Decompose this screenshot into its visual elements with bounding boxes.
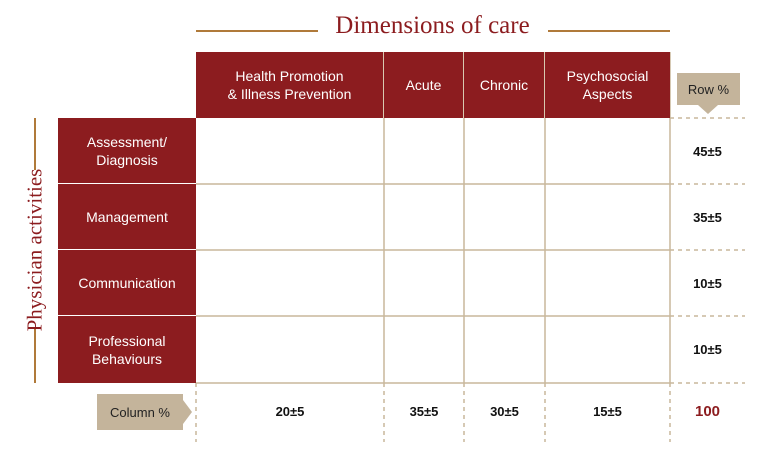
dashed-borders (195, 117, 745, 442)
column-header: Psychosocial Aspects (545, 52, 670, 118)
title-rules (34, 30, 670, 383)
row-header: Assessment/ Diagnosis (58, 118, 196, 184)
row-header: Management (58, 184, 196, 250)
column-header: Acute (384, 52, 464, 118)
column-header: Health Promotion & Illness Prevention (196, 52, 384, 118)
row-percent-header: Row % (677, 73, 740, 105)
column-percent: 20±5 (275, 404, 305, 419)
row-percent: 10±5 (693, 342, 722, 357)
side-label: Physician activities (22, 168, 47, 332)
tag-pointer (698, 105, 718, 114)
row-percent: 45±5 (693, 143, 722, 159)
row-percent: 35±5 (693, 209, 722, 225)
column-percent: 35±5 (409, 404, 439, 419)
cell-borders (196, 52, 671, 384)
row-header: Professional Behaviours (58, 316, 196, 383)
column-percent-header: Column % (97, 394, 183, 430)
column-header: Chronic (464, 52, 545, 118)
title: Dimensions of care (335, 12, 530, 39)
row-header: Communication (58, 250, 196, 316)
row-percent: 10±5 (693, 275, 722, 291)
total: 100 (694, 403, 721, 420)
column-percent: 30±5 (490, 404, 519, 419)
column-percent: 15±5 (593, 404, 622, 419)
tag-pointer (183, 400, 192, 424)
